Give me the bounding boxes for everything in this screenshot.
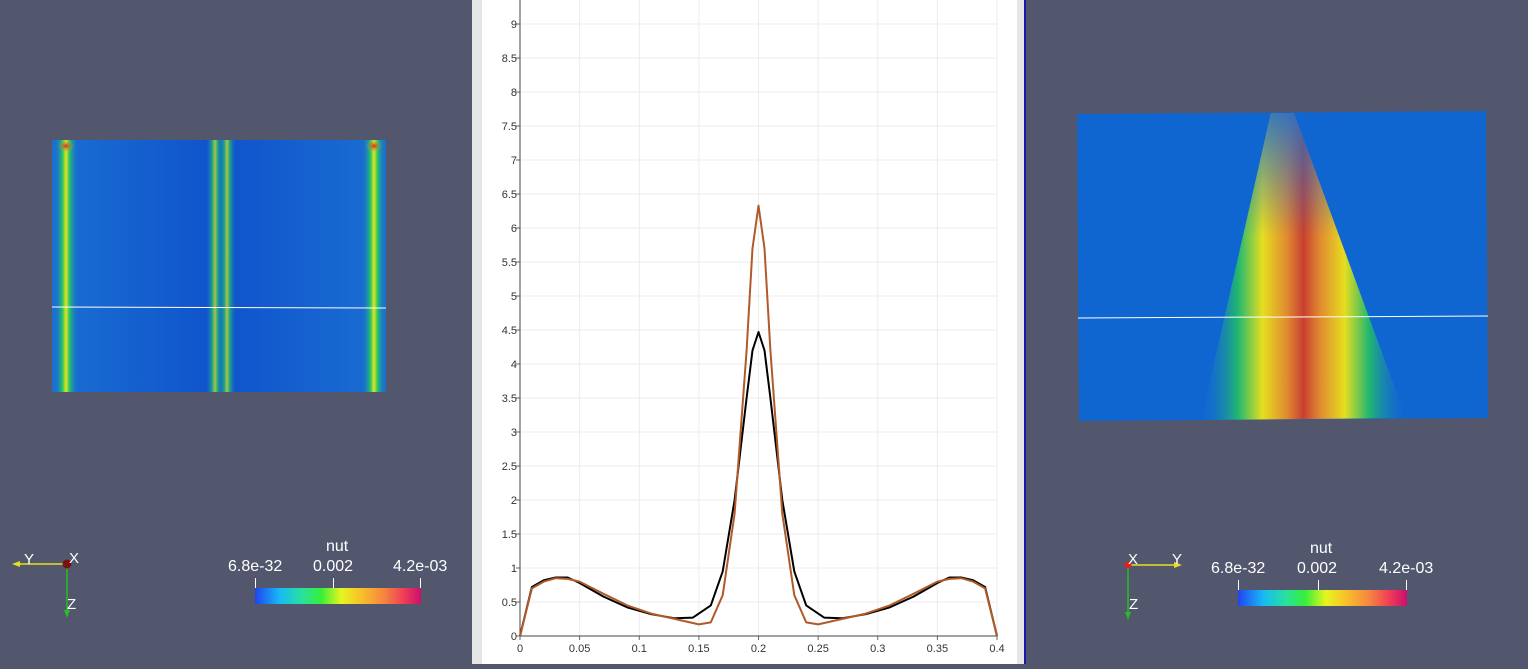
y-tick-label: 4 bbox=[511, 359, 517, 371]
chart-plot-area: 0 0.5 1 1.5 2 2.5 3 3.5 4 4.5 5 5.5 6 6.5 7 7.5 8 8.5 9 0 0.… bbox=[482, 0, 1017, 664]
line-chart-view[interactable]: 0 0.5 1 1.5 2 2.5 3 3.5 4 4.5 5 5.5 6 6.5 7 7.5 8 8.5 9 0 0.… bbox=[472, 0, 1024, 664]
left-axis-z-label: Z bbox=[67, 596, 77, 613]
y-tick-label: 1 bbox=[511, 563, 517, 575]
left-scalebar-min: 6.8e-32 bbox=[228, 558, 283, 575]
x-tick-label: 0.4 bbox=[989, 643, 1004, 655]
y-tick-label: 0 bbox=[511, 631, 517, 643]
y-tick-label: 3.5 bbox=[502, 393, 517, 405]
left-scalebar-max: 4.2e-03 bbox=[393, 558, 448, 575]
y-tick-label: 7 bbox=[511, 155, 517, 167]
left-axis-x-label: X bbox=[69, 550, 80, 567]
x-tick-label: 0.15 bbox=[688, 643, 709, 655]
left-axis-y-label: Y bbox=[24, 551, 35, 568]
right-scalebar-mid: 0.002 bbox=[1297, 560, 1338, 577]
x-tick-label: 0 bbox=[517, 643, 523, 655]
x-tick-label: 0.2 bbox=[751, 643, 766, 655]
y-tick-label: 7.5 bbox=[502, 121, 517, 133]
left-scalebar-title: nut bbox=[326, 538, 349, 555]
left-scalebar-tick bbox=[333, 578, 334, 588]
y-tick-label: 6.5 bbox=[502, 189, 517, 201]
x-tick-label: 0.05 bbox=[569, 643, 590, 655]
left-field-slice bbox=[52, 140, 386, 392]
y-tick-label: 5.5 bbox=[502, 257, 517, 269]
view-divider[interactable] bbox=[1024, 0, 1026, 664]
right-scalebar-tick bbox=[1318, 580, 1319, 590]
x-tick-label: 0.35 bbox=[927, 643, 948, 655]
right-scalebar-tick bbox=[1238, 580, 1239, 590]
series-line-1 bbox=[519, 331, 998, 637]
right-scalebar-title: nut bbox=[1310, 540, 1333, 557]
y-tick-label: 4.5 bbox=[502, 325, 517, 337]
right-axis-y-label: Y bbox=[1172, 551, 1183, 568]
right-render-view[interactable]: X Y Z nut 6.8e-32 0.002 4.2e-03 bbox=[1026, 0, 1528, 664]
y-tick-label: 0.5 bbox=[502, 597, 517, 609]
right-scalebar-tick bbox=[1406, 580, 1407, 590]
y-tick-label: 6 bbox=[511, 223, 517, 235]
left-scalebar-mid: 0.002 bbox=[313, 558, 354, 575]
y-tick-label: 2.5 bbox=[502, 461, 517, 473]
line-chart: 0 0.5 1 1.5 2 2.5 3 3.5 4 4.5 5 5.5 6 6.5 7 7.5 8 8.5 9 0 0.… bbox=[502, 0, 1005, 655]
left-scalebar-tick bbox=[255, 578, 256, 588]
right-axis-z-label: Z bbox=[1129, 596, 1139, 613]
y-tick-label: 3 bbox=[511, 427, 517, 439]
right-field-slice bbox=[1077, 111, 1489, 421]
right-axis-x-label: X bbox=[1128, 551, 1139, 568]
left-scalebar-gradient bbox=[255, 588, 421, 604]
right-orientation-axes bbox=[1124, 561, 1182, 620]
x-tick-label: 0.1 bbox=[632, 643, 647, 655]
y-tick-label: 8.5 bbox=[502, 53, 517, 65]
series-line-2 bbox=[519, 204, 998, 637]
left-scalebar-tick bbox=[420, 578, 421, 588]
y-tick-label: 5 bbox=[511, 291, 517, 303]
left-orientation-axes bbox=[12, 559, 72, 618]
y-tick-label: 2 bbox=[511, 495, 517, 507]
x-tick-label: 0.3 bbox=[870, 643, 885, 655]
y-tick-label: 8 bbox=[511, 87, 517, 99]
left-render-view[interactable]: Y X Z nut 6.8e-32 0.002 4.2e-03 bbox=[0, 0, 472, 664]
right-scalebar-gradient bbox=[1238, 590, 1407, 606]
y-tick-label: 1.5 bbox=[502, 529, 517, 541]
right-scalebar-min: 6.8e-32 bbox=[1211, 560, 1266, 577]
x-tick-label: 0.25 bbox=[807, 643, 828, 655]
right-scalebar-max: 4.2e-03 bbox=[1379, 560, 1434, 577]
y-tick-label: 9 bbox=[511, 19, 517, 31]
